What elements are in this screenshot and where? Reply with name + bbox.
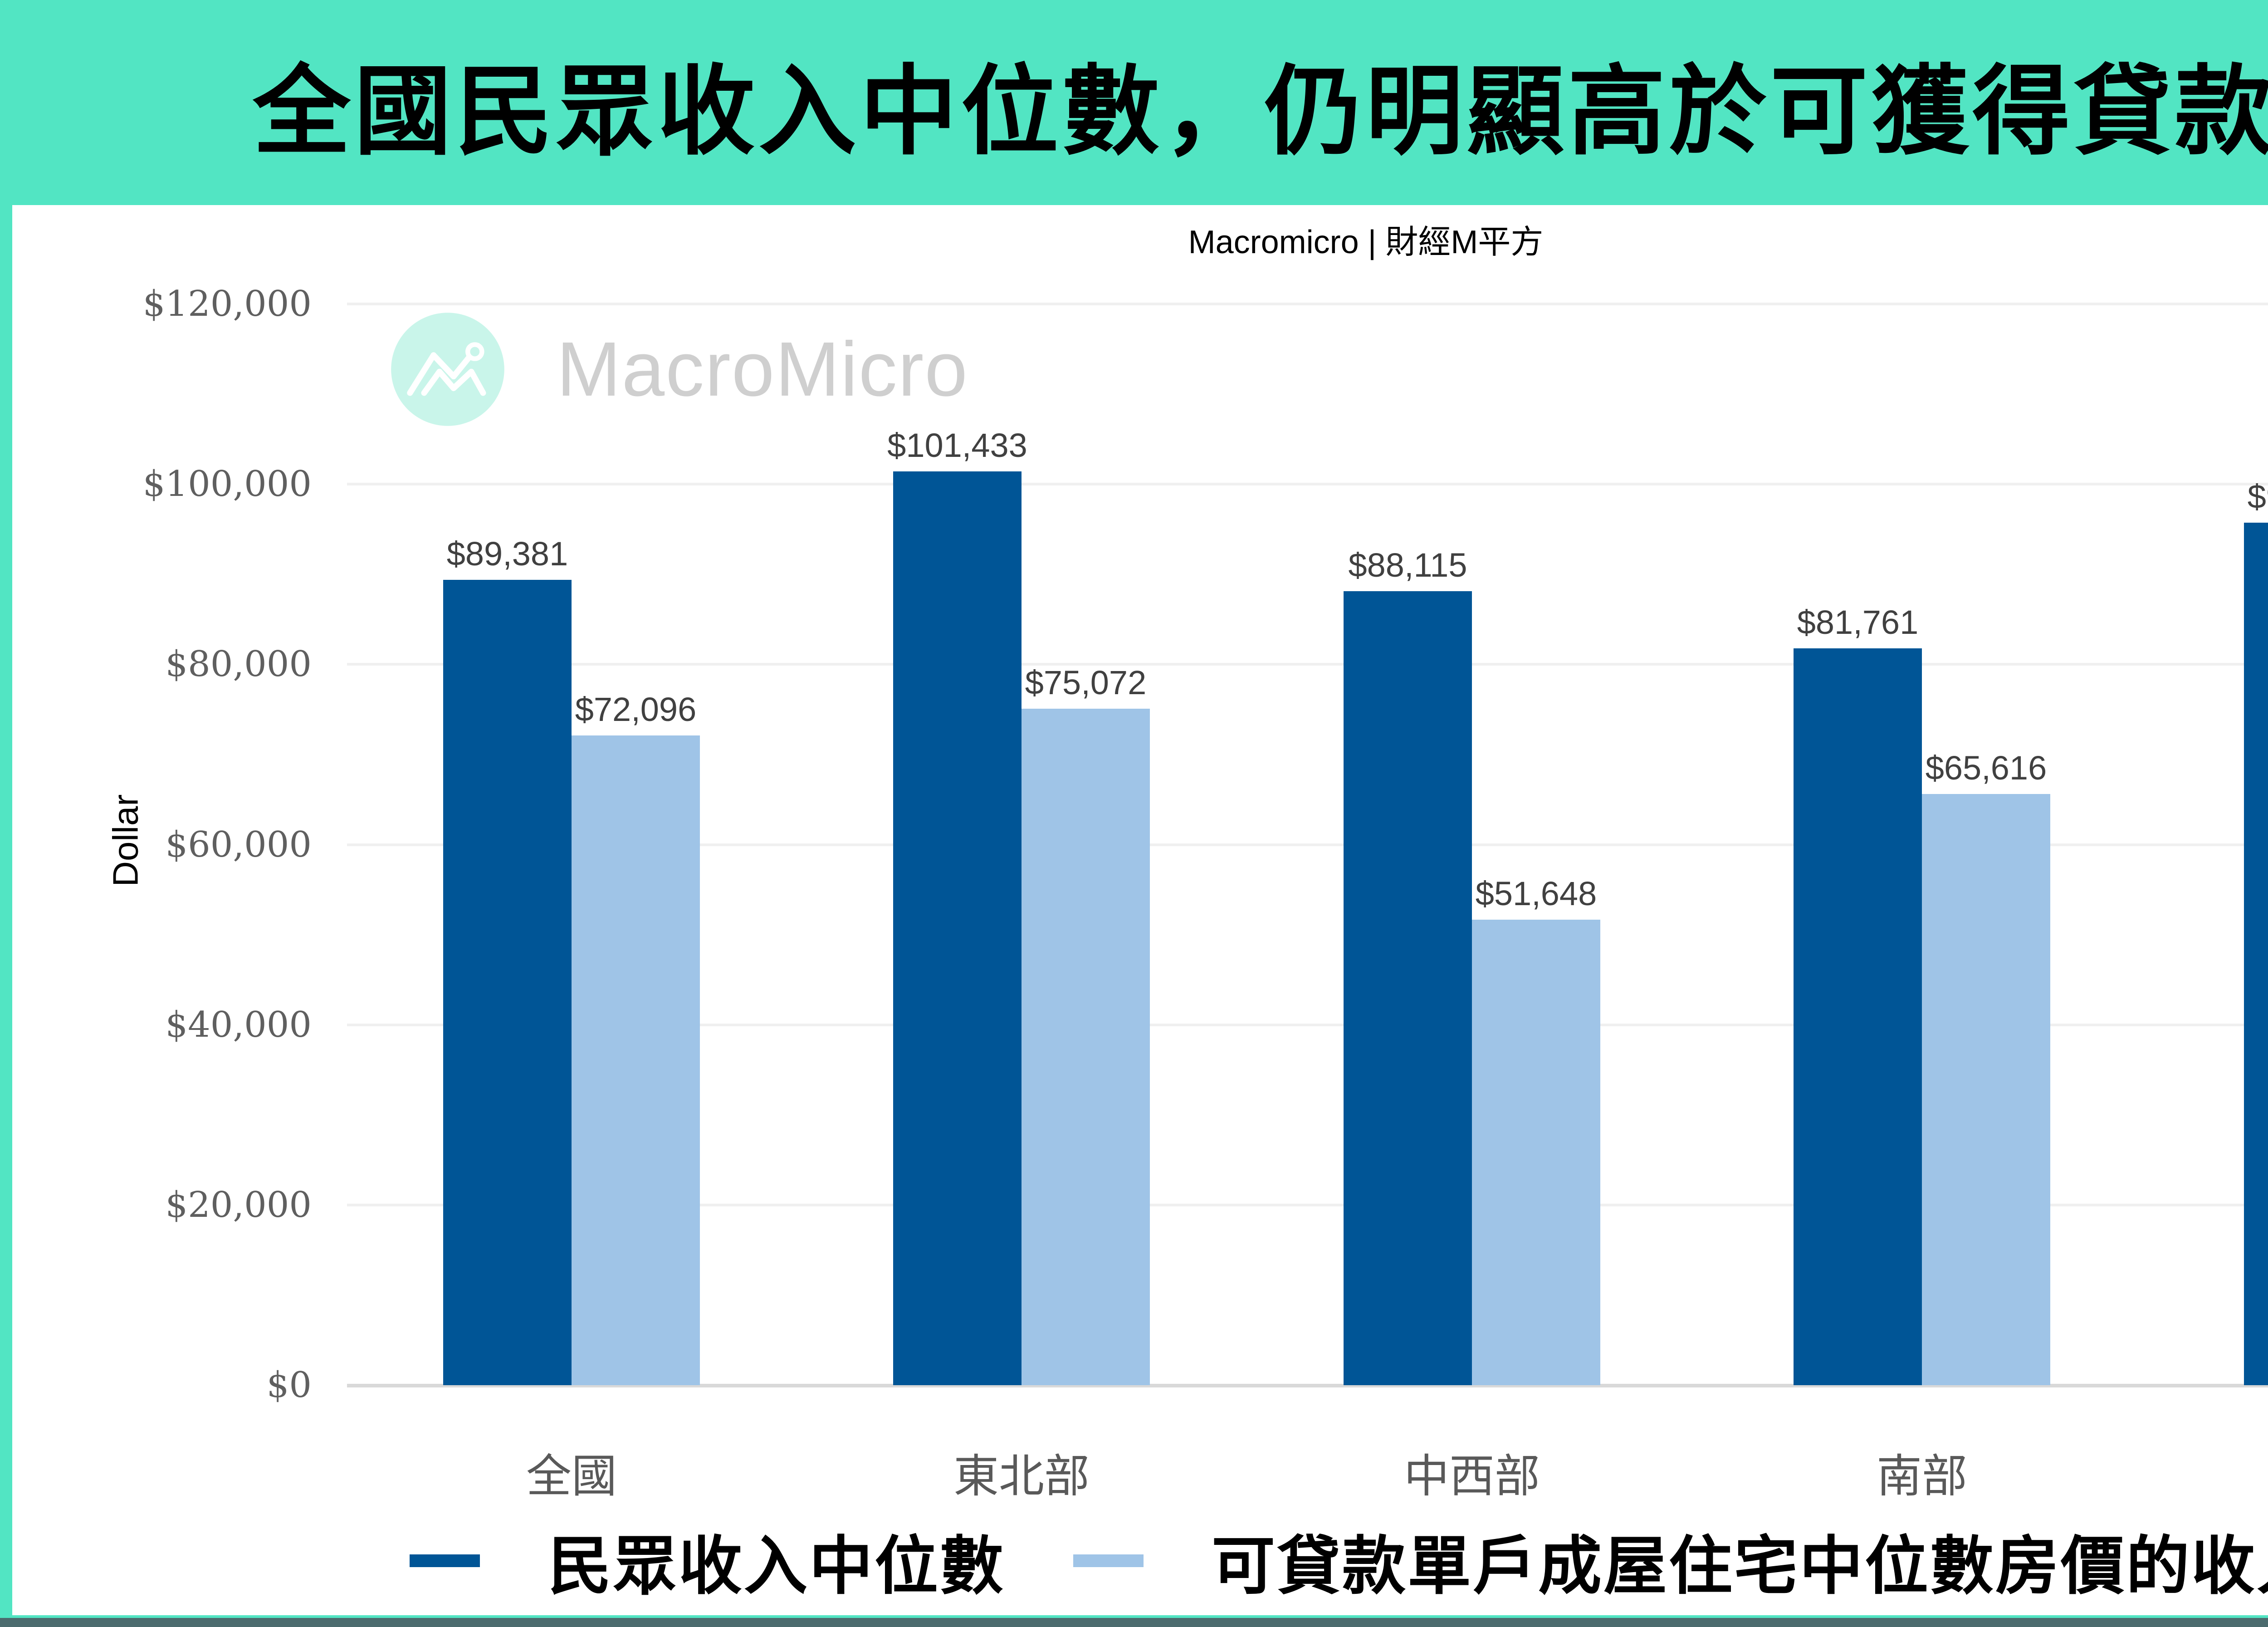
bar-value-label: $81,761 (1797, 603, 1919, 642)
chart-title: 全國民眾收入中位數，仍明顯高於可獲得貸款資格 (253, 54, 2268, 168)
legend: 民眾收入中位數 可貸款單戶成屋住宅中位數房價的收入 (12, 1515, 2268, 1606)
x-category-label: 西部 (2236, 1439, 2268, 1505)
watermark-text: MacroMicro (557, 326, 968, 412)
legend-label: 民眾收入中位數 (547, 1529, 1005, 1603)
title-banner: 全國民眾收入中位數，仍明顯高於可獲得貸款資格 (0, 0, 2268, 205)
bar-value-label: $75,072 (1025, 664, 1147, 702)
bar[interactable] (572, 735, 700, 1385)
y-tick-label: $0 (266, 1365, 312, 1406)
bar[interactable] (443, 580, 572, 1385)
x-axis-line (347, 1384, 2268, 1387)
legend-swatch-icon (409, 1554, 480, 1567)
legend-item-median-income: 民眾收入中位數 (409, 1515, 1005, 1607)
bar-value-label: $88,115 (1348, 546, 1467, 584)
y-tick-label: $40,000 (165, 1004, 312, 1045)
y-tick-label: $60,000 (165, 824, 312, 865)
gridline (347, 1203, 2268, 1206)
source-label: Macromicro | 財經M平方 (1188, 224, 1544, 260)
bottom-strip (0, 1618, 2268, 1627)
gridline (347, 303, 2268, 305)
bar[interactable] (1794, 648, 1922, 1385)
y-tick-label: $100,000 (142, 464, 312, 505)
macromicro-logo-icon (391, 313, 504, 426)
bar[interactable] (1472, 920, 1600, 1385)
bar-value-label: $89,381 (446, 535, 568, 573)
y-tick-label: $120,000 (142, 284, 312, 324)
x-category-label: 全國 (526, 1450, 617, 1503)
x-category-label: 南部 (1877, 1450, 1967, 1503)
x-category-label: 東北部 (953, 1450, 1090, 1503)
legend-swatch-icon (1073, 1554, 1144, 1567)
bar-value-label: $101,433 (887, 426, 1027, 464)
y-tick-label: $80,000 (165, 644, 312, 685)
chart-panel: Macromicro | 財經M平方 MacroMicro Dollar $0 $… (12, 205, 2268, 1615)
y-tick-label: $20,000 (165, 1184, 312, 1225)
plot-area: $89,381 $72,096 全國 $101,433 $75,072 東北部 $88,11… (347, 205, 2268, 1615)
watermark: MacroMicro (389, 310, 968, 428)
bar[interactable] (1922, 794, 2050, 1385)
legend-label: 可貸款單戶成屋住宅中位數房價的收入 (1212, 1529, 2268, 1603)
bar-value-label: $72,096 (575, 691, 697, 729)
x-category-label: 中西部 (1404, 1450, 1540, 1503)
legend-item-qualifying-income: 可貸款單戶成屋住宅中位數房價的收入 (1073, 1515, 2268, 1607)
bar-value-label: $65,616 (1925, 749, 2047, 787)
y-axis: $0 $20,000 $40,000 $60,000 $80,000 $100,000 $1… (71, 205, 312, 1615)
bar-value-label: $51,648 (1475, 875, 1597, 913)
gridline (347, 663, 2268, 666)
gridline (347, 843, 2268, 846)
bar[interactable] (1022, 709, 1150, 1385)
bar-value-label: $95,743 (2247, 477, 2268, 515)
gridline (347, 1023, 2268, 1026)
bar[interactable] (1344, 591, 1472, 1385)
bar[interactable] (893, 471, 1022, 1385)
bar[interactable] (2244, 522, 2268, 1385)
gridline (347, 483, 2268, 486)
